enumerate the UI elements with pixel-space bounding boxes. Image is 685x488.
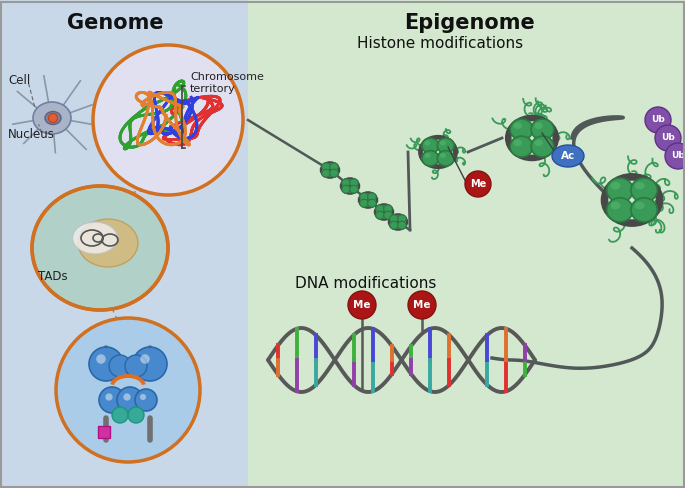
Text: Ub: Ub (671, 151, 685, 161)
Text: Ub: Ub (661, 134, 675, 142)
Circle shape (655, 125, 681, 151)
Circle shape (99, 387, 125, 413)
Ellipse shape (635, 202, 645, 209)
Ellipse shape (534, 122, 543, 129)
Circle shape (112, 407, 128, 423)
Text: Histone modifications: Histone modifications (357, 36, 523, 51)
Text: Epigenome: Epigenome (405, 13, 536, 33)
Ellipse shape (342, 185, 350, 193)
Circle shape (56, 318, 200, 462)
Ellipse shape (514, 140, 522, 146)
Ellipse shape (437, 138, 454, 153)
Ellipse shape (390, 215, 399, 223)
Circle shape (408, 291, 436, 319)
Text: Me: Me (470, 179, 486, 189)
Text: TADs: TADs (38, 269, 68, 283)
Ellipse shape (635, 182, 645, 189)
Circle shape (665, 143, 685, 169)
Text: Me: Me (413, 300, 431, 310)
Ellipse shape (78, 219, 138, 267)
Circle shape (135, 389, 157, 411)
Circle shape (348, 291, 376, 319)
Ellipse shape (440, 141, 446, 145)
Text: Genome: Genome (66, 13, 163, 33)
Ellipse shape (437, 151, 454, 166)
Circle shape (465, 171, 491, 197)
Text: Chromosome
territory: Chromosome territory (190, 72, 264, 94)
Text: Ac: Ac (561, 151, 575, 161)
Ellipse shape (390, 221, 399, 229)
Ellipse shape (349, 179, 358, 187)
Circle shape (123, 393, 131, 401)
Text: DNA modifications: DNA modifications (295, 276, 436, 291)
Ellipse shape (322, 169, 330, 177)
Ellipse shape (32, 186, 168, 310)
Circle shape (117, 387, 143, 413)
Circle shape (105, 393, 112, 401)
Ellipse shape (342, 179, 350, 187)
Ellipse shape (375, 205, 384, 213)
Ellipse shape (534, 140, 543, 146)
Ellipse shape (510, 136, 533, 157)
Circle shape (109, 355, 131, 377)
Ellipse shape (397, 215, 406, 223)
Ellipse shape (73, 222, 118, 254)
Text: Ub: Ub (651, 116, 665, 124)
Ellipse shape (510, 119, 533, 140)
Circle shape (645, 107, 671, 133)
Ellipse shape (384, 211, 393, 219)
Ellipse shape (45, 111, 61, 124)
Ellipse shape (440, 153, 446, 158)
Circle shape (93, 45, 243, 195)
Ellipse shape (368, 199, 376, 207)
Ellipse shape (424, 153, 431, 158)
Circle shape (49, 114, 58, 122)
Ellipse shape (424, 141, 431, 145)
Ellipse shape (531, 119, 554, 140)
Ellipse shape (360, 199, 369, 207)
Ellipse shape (368, 193, 376, 201)
Ellipse shape (375, 211, 384, 219)
Ellipse shape (514, 122, 522, 129)
FancyBboxPatch shape (0, 0, 248, 488)
Ellipse shape (607, 198, 633, 222)
Circle shape (125, 355, 147, 377)
Circle shape (89, 347, 123, 381)
Text: Cell: Cell (8, 75, 30, 87)
Ellipse shape (631, 198, 658, 222)
Ellipse shape (349, 185, 358, 193)
Text: Me: Me (353, 300, 371, 310)
Ellipse shape (607, 178, 633, 202)
Circle shape (140, 394, 146, 400)
Ellipse shape (384, 205, 393, 213)
Ellipse shape (552, 145, 584, 167)
Ellipse shape (329, 163, 338, 171)
Ellipse shape (610, 182, 621, 189)
Text: Nucleus: Nucleus (8, 128, 55, 142)
Circle shape (133, 347, 167, 381)
Ellipse shape (531, 136, 554, 157)
Ellipse shape (360, 193, 369, 201)
Ellipse shape (329, 169, 338, 177)
Circle shape (96, 354, 105, 364)
Ellipse shape (33, 102, 71, 134)
FancyBboxPatch shape (248, 0, 685, 488)
Circle shape (128, 407, 144, 423)
Ellipse shape (422, 138, 438, 153)
Ellipse shape (610, 202, 621, 209)
Circle shape (140, 354, 150, 364)
Ellipse shape (322, 163, 330, 171)
Ellipse shape (631, 178, 658, 202)
Ellipse shape (422, 151, 438, 166)
Ellipse shape (397, 221, 406, 229)
